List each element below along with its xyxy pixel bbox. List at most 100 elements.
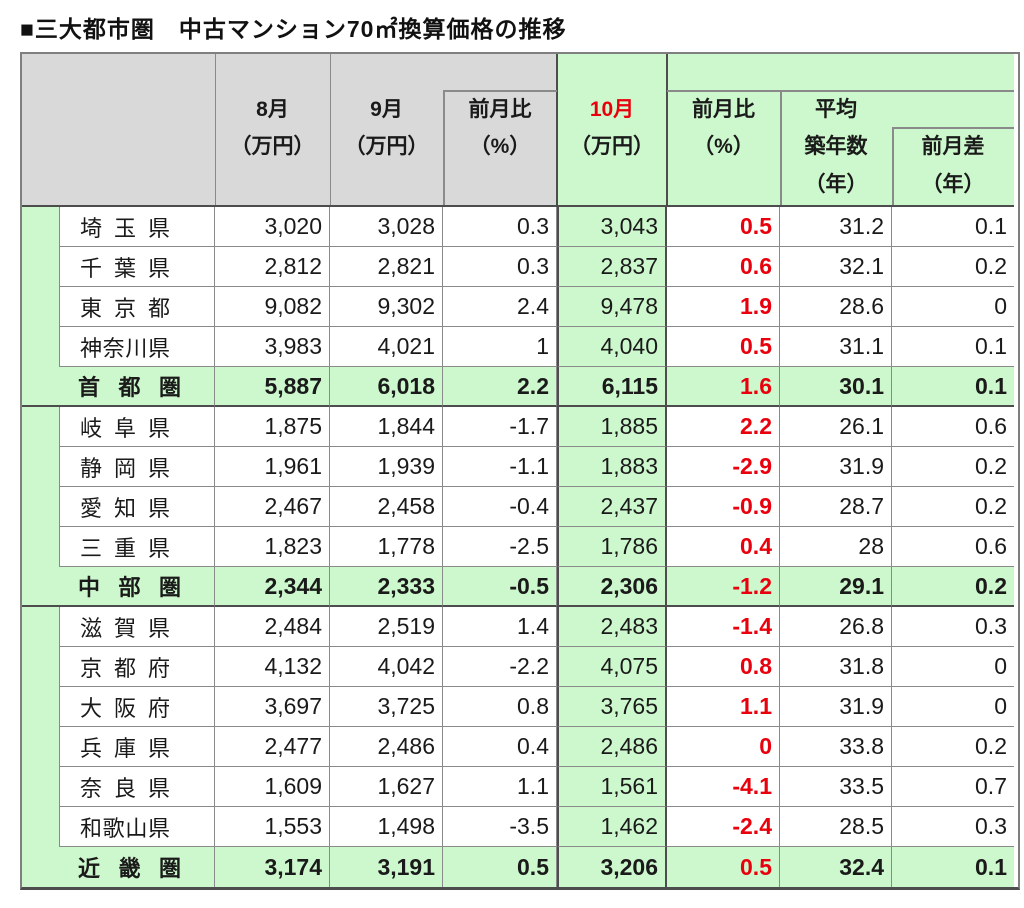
value-cell: 31.9 — [780, 447, 892, 487]
prefecture-name-cell: 千葉県 — [60, 247, 215, 287]
summary-value-cell: 3,206 — [557, 847, 667, 887]
value-cell: 4,040 — [557, 327, 667, 367]
prefecture-name: 静岡県 — [80, 455, 170, 481]
divider — [330, 54, 331, 205]
prefecture-name-cell: 神奈川県 — [60, 327, 215, 367]
summary-value-cell: 0.1 — [892, 367, 1014, 407]
value-cell: 0.6 — [892, 527, 1014, 567]
value-cell: 0.3 — [892, 807, 1014, 847]
value-cell: 1,844 — [330, 407, 443, 447]
prefecture-name-cell: 静岡県 — [60, 447, 215, 487]
value-cell: -1.4 — [667, 607, 780, 647]
value-cell: 0.4 — [667, 527, 780, 567]
prefecture-name-cell: 和歌山県 — [60, 807, 215, 847]
value-cell: 3,043 — [557, 207, 667, 247]
region-name-cell: 首都圏 — [22, 367, 215, 407]
prefecture-name-cell: 埼玉県 — [60, 207, 215, 247]
header-avg: 平均 — [815, 98, 857, 121]
header-mom-sep: 前月比 — [468, 98, 532, 121]
mom-sep-box — [443, 90, 557, 205]
prefecture-name-cell: 三重県 — [60, 527, 215, 567]
prefecture-name: 大阪府 — [80, 695, 170, 721]
value-cell: 0.8 — [443, 687, 557, 727]
prefecture-row: 埼玉県 3,020 3,028 0.3 3,043 0.5 31.2 0.1 — [22, 207, 1014, 367]
mom-diff-box — [892, 127, 1014, 205]
value-cell: 28.5 — [780, 807, 892, 847]
prefecture-name: 和歌山県 — [80, 815, 170, 841]
page-title: ■三大都市圏 中古マンション70㎡換算価格の推移 — [20, 16, 567, 42]
value-cell: 0.1 — [892, 327, 1014, 367]
header-sep-unit: （万円） — [344, 135, 429, 158]
value-cell: 33.5 — [780, 767, 892, 807]
value-cell: 1,498 — [330, 807, 443, 847]
value-cell: 0 — [892, 287, 1014, 327]
header-gray-area — [22, 54, 557, 205]
table-body: 埼玉県 3,020 3,028 0.3 3,043 0.5 31.2 0.1 千葉県 2,812 2… — [22, 207, 1014, 887]
value-cell: 0 — [892, 647, 1014, 687]
prefecture-row: 奈良県 1,609 1,627 1.1 1,561 -4.1 33.5 0.7 — [22, 767, 1014, 807]
value-cell: 26.8 — [780, 607, 892, 647]
value-cell: 1,609 — [215, 767, 330, 807]
prefecture-row: 愛知県 2,467 2,458 -0.4 2,437 -0.9 28.7 0.2 — [22, 487, 1014, 527]
value-cell: 0.7 — [892, 767, 1014, 807]
value-cell: 2,837 — [557, 247, 667, 287]
value-cell: 3,697 — [215, 687, 330, 727]
value-cell: 31.9 — [780, 687, 892, 727]
value-cell: -0.9 — [667, 487, 780, 527]
prefecture-name-cell: 岐阜県 — [60, 407, 215, 447]
prefecture-row: 東京都 9,082 9,302 2.4 9,478 1.9 28.6 0 — [22, 287, 1014, 327]
prefecture-row: 三重県 1,823 1,778 -2.5 1,786 0.4 28 0.6 — [22, 527, 1014, 567]
region-name-cell: 近畿圏 — [22, 847, 215, 887]
summary-value-cell: 2,333 — [330, 567, 443, 607]
region-name: 近畿圏 — [78, 856, 181, 881]
value-cell: 2.2 — [667, 407, 780, 447]
prefecture-row: 神奈川県 3,983 4,021 1 4,040 0.5 31.1 0.1 — [22, 327, 1014, 367]
right-box-topline — [667, 90, 1014, 92]
prefecture-row: 和歌山県 1,553 1,498 -3.5 1,462 -2.4 28.5 0.3 — [22, 807, 1014, 847]
summary-value-cell: 30.1 — [780, 367, 892, 407]
summary-value-cell: -1.2 — [667, 567, 780, 607]
value-cell: 0.8 — [667, 647, 780, 687]
value-cell: 3,765 — [557, 687, 667, 727]
prefecture-name: 神奈川県 — [80, 335, 170, 361]
region-name: 中部圏 — [78, 575, 181, 600]
value-cell: -4.1 — [667, 767, 780, 807]
value-cell: 0 — [667, 727, 780, 767]
value-cell: -3.5 — [443, 807, 557, 847]
value-cell: 31.2 — [780, 207, 892, 247]
value-cell: 33.8 — [780, 727, 892, 767]
value-cell: 2,483 — [557, 607, 667, 647]
summary-value-cell: -0.5 — [443, 567, 557, 607]
region-group: 埼玉県 3,020 3,028 0.3 3,043 0.5 31.2 0.1 千葉県 2,812 2… — [22, 207, 1014, 407]
header-mom-sep-unit: （%） — [469, 135, 531, 158]
header-mom-diff: 前月差 — [921, 135, 985, 158]
value-cell: 9,302 — [330, 287, 443, 327]
value-cell: 0.5 — [667, 327, 780, 367]
value-cell: 0.3 — [443, 207, 557, 247]
prefecture-name-cell: 愛知県 — [60, 487, 215, 527]
value-cell: 2.4 — [443, 287, 557, 327]
prefecture-name: 兵庫県 — [80, 735, 170, 761]
value-cell: 1,778 — [330, 527, 443, 567]
summary-value-cell: 5,887 — [215, 367, 330, 407]
header-aug-unit: （万円） — [230, 135, 315, 158]
value-cell: 0.2 — [892, 727, 1014, 767]
prefecture-name-cell: 東京都 — [60, 287, 215, 327]
value-cell: 2,477 — [215, 727, 330, 767]
value-cell: 26.1 — [780, 407, 892, 447]
header-mom-diff-unit: （年） — [921, 173, 985, 196]
value-cell: 28 — [780, 527, 892, 567]
value-cell: 31.1 — [780, 327, 892, 367]
value-cell: 0.2 — [892, 447, 1014, 487]
summary-value-cell: 0.5 — [667, 847, 780, 887]
value-cell: 1,939 — [330, 447, 443, 487]
value-cell: 0.4 — [443, 727, 557, 767]
value-cell: 9,082 — [215, 287, 330, 327]
value-cell: 4,132 — [215, 647, 330, 687]
value-cell: 2,812 — [215, 247, 330, 287]
prefecture-name: 愛知県 — [80, 495, 170, 521]
value-cell: 3,725 — [330, 687, 443, 727]
value-cell: -2.4 — [667, 807, 780, 847]
prefecture-name: 千葉県 — [80, 255, 170, 281]
prefecture-name-cell: 奈良県 — [60, 767, 215, 807]
